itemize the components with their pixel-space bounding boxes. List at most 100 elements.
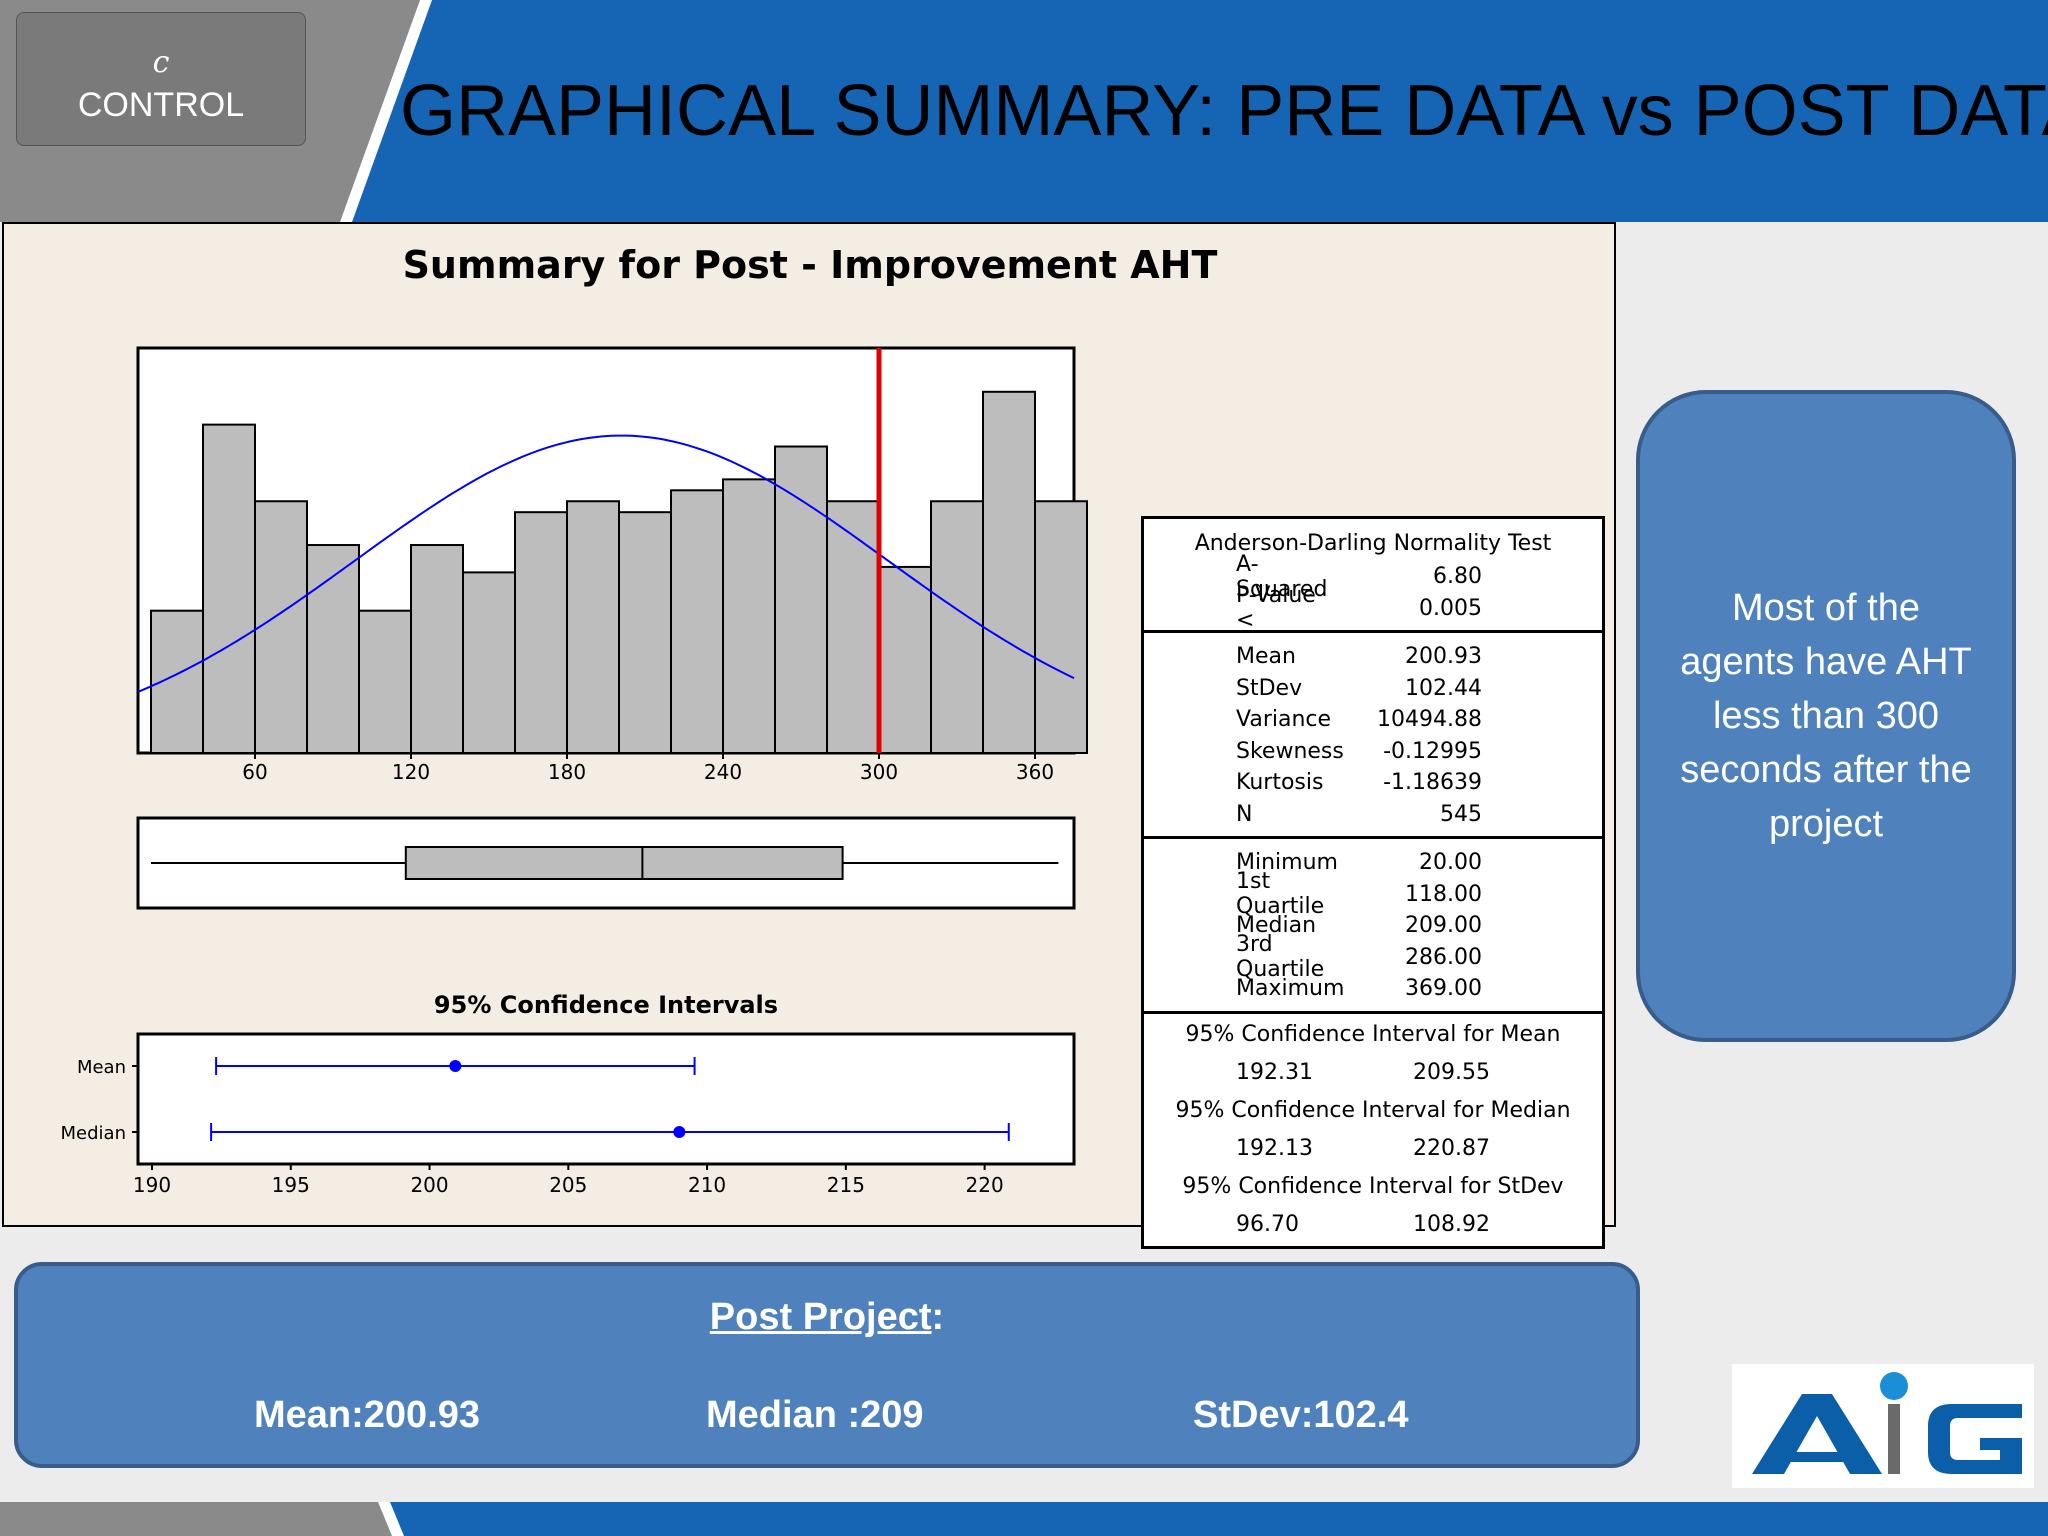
histogram-bar [826,500,880,755]
stat-row: StDev 102.44 [1144,673,1602,705]
stat-label: P-Value < [1236,583,1316,634]
phase-badge: c CONTROL [16,12,306,146]
stat-row: N 545 [1144,799,1602,831]
ci-low: 192.31 [1236,1060,1313,1085]
post-project-title-text: Post Project [709,1296,932,1338]
stat-label: Mean [1236,644,1296,670]
ci-row: 192.13 220.87 [1144,1130,1602,1168]
statistics-table: Anderson-Darling Normality Test A-Square… [1141,516,1605,1249]
post-mean: Mean:200.93 [254,1394,481,1436]
footer-divider-stripe [378,1502,404,1536]
stat-value: 10494.88 [1377,707,1482,733]
stat-row: A-Squared 6.80 [1144,552,1602,602]
histogram-bar [878,565,932,754]
ci-plot-area [136,1032,1076,1166]
ci-x-tick-label: 220 [966,1173,1004,1197]
histogram-bar [930,500,984,755]
histogram-x-tick-label: 240 [704,760,742,784]
aig-logo [1732,1364,2034,1488]
histogram-x-tick-label: 360 [1016,760,1054,784]
logo-letter-g [1928,1404,2022,1474]
stat-value: 200.93 [1405,644,1482,670]
ci-y-tick-label: Mean [77,1057,126,1078]
stat-label: Median [1236,913,1317,939]
ci-x-tick-label: 200 [410,1173,448,1197]
stat-row: Kurtosis -1.18639 [1144,767,1602,799]
post-project-summary: Post Project: Mean:200.93 Median :209 St… [14,1262,1640,1468]
normal-curve [137,434,1075,693]
page-title: GRAPHICAL SUMMARY: PRE DATA vs POST DATA [400,71,2048,151]
histogram-bar [618,511,672,754]
histogram-x-tick-label: 180 [548,760,586,784]
histogram-bar [982,390,1036,754]
histogram-bar [202,423,256,755]
histogram-x-tick-label: 300 [860,760,898,784]
ci-median-title: 95% Confidence Interval for Median [1175,1097,1571,1123]
histogram-bar [254,500,308,755]
histogram-x-tick-label: 120 [392,760,430,784]
stat-row: Median 209.00 [1144,910,1602,942]
chart-title: Summary for Post - Improvement AHT [403,243,1218,287]
stat-label: StDev [1236,675,1303,701]
histogram-bar [514,511,568,754]
ci-mean-title: 95% Confidence Interval for Mean [1185,1021,1561,1047]
stat-value: 6.80 [1433,564,1482,590]
post-project-title: Post Project: [18,1296,1636,1339]
quantiles-section: Minimum 20.00 1st Quartile 118.00 Median 20… [1144,839,1602,1014]
stat-value: 209.00 [1405,913,1482,939]
histogram-bar [1034,500,1088,755]
stat-value: 20.00 [1419,850,1482,876]
logo-a-bar [1790,1452,1844,1462]
post-median: Median :209 [706,1394,924,1436]
histogram-x-tick-label: 60 [242,760,267,784]
stat-label: 1st Quartile [1236,869,1325,920]
logo-letter-i [1888,1404,1900,1474]
stat-row: Skewness -0.12995 [1144,736,1602,768]
graphical-summary-panel: Summary for Post - Improvement AHT 60 120 1… [2,222,1616,1249]
stat-value: 0.005 [1419,595,1482,621]
callout-note: Most of the agents have AHT less than 30… [1636,390,2016,1042]
phase-name: CONTROL [77,86,245,124]
ci-plot-title: 95% Confidence Intervals [434,991,778,1019]
histogram-bar [306,544,360,755]
stat-row: 1st Quartile 118.00 [1144,869,1602,919]
stat-label: Minimum [1236,850,1338,876]
stat-label: N [1236,801,1253,827]
stat-value: -0.12995 [1383,738,1482,764]
stat-row: P-Value < 0.005 [1144,583,1602,633]
ci-estimate-point [449,1060,462,1072]
ci-stdev-title: 95% Confidence Interval for StDev [1182,1173,1564,1199]
histogram-bar [774,445,828,754]
ci-estimate-point [673,1126,686,1138]
ci-high: 108.92 [1413,1212,1490,1237]
confidence-intervals-section: 95% Confidence Interval for Mean 192.31 2… [1144,1014,1602,1246]
ci-x-tick-label: 215 [827,1173,865,1197]
stat-row: Minimum 20.00 [1144,847,1602,879]
stat-row: Mean 200.93 [1144,641,1602,673]
stat-label: Variance [1236,707,1332,733]
logo-globe [1880,1372,1908,1400]
ci-high: 209.55 [1413,1060,1490,1085]
ci-x-tick-label: 195 [272,1173,310,1197]
post-project-title-colon: : [931,1296,945,1338]
ci-low: 96.70 [1236,1212,1299,1237]
header-divider-stripe [340,0,432,222]
stat-label: Maximum [1236,976,1345,1002]
footer-banner [0,1502,2048,1536]
ci-x-tick-label: 205 [549,1173,587,1197]
ci-row: 96.70 108.92 [1144,1206,1602,1244]
stat-label: Kurtosis [1236,770,1324,796]
moments-section: Mean 200.93 StDev 102.44 Variance 10494.88 … [1144,633,1602,839]
stat-label: 3rd Quartile [1236,932,1325,983]
stat-value: -1.18639 [1383,770,1482,796]
ci-y-tick-label: Median [61,1123,126,1144]
stat-row: 3rd Quartile 286.00 [1144,932,1602,982]
stat-value: 118.00 [1405,881,1482,907]
boxplot-box [404,846,844,880]
stat-value: 286.00 [1405,944,1482,970]
histogram-bar [462,571,516,755]
ci-x-tick-label: 210 [688,1173,726,1197]
summary-chart: Summary for Post - Improvement AHT 60 120 1… [61,243,1218,1197]
stat-row: Variance 10494.88 [1144,704,1602,736]
callout-note-text: Most of the agents have AHT less than 30… [1680,587,1972,845]
